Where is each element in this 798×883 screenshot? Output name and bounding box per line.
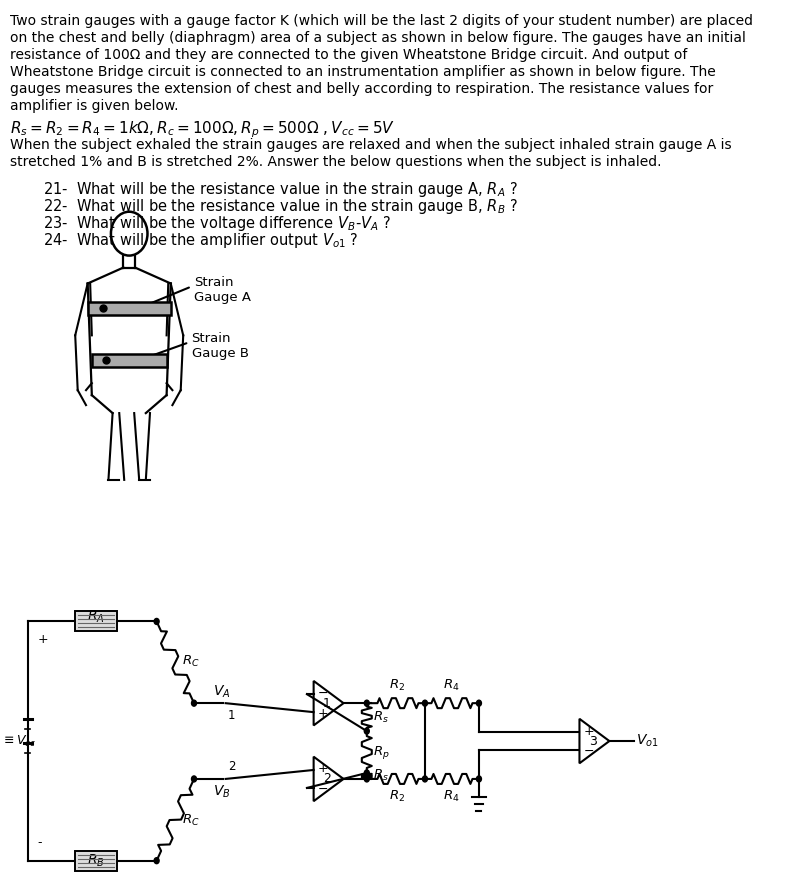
Text: -: - bbox=[38, 835, 42, 849]
Text: −: − bbox=[318, 687, 328, 699]
Text: $R_p$: $R_p$ bbox=[373, 743, 390, 760]
Text: $R_2$: $R_2$ bbox=[389, 789, 405, 804]
Bar bbox=[92, 354, 167, 367]
Text: Wheatstone Bridge circuit is connected to an instrumentation amplifier as shown : Wheatstone Bridge circuit is connected t… bbox=[10, 65, 715, 79]
Text: 1: 1 bbox=[228, 709, 235, 722]
Circle shape bbox=[476, 776, 481, 782]
Text: $R_4$: $R_4$ bbox=[443, 678, 460, 693]
Circle shape bbox=[365, 728, 369, 734]
Text: $R_s$: $R_s$ bbox=[373, 768, 389, 783]
Text: $R_s$: $R_s$ bbox=[373, 710, 389, 725]
Bar bbox=[75, 611, 117, 631]
Circle shape bbox=[365, 776, 369, 782]
Text: 1: 1 bbox=[323, 697, 331, 710]
Text: +: + bbox=[38, 633, 49, 646]
Text: Two strain gauges with a gauge factor K (which will be the last 2 digits of your: Two strain gauges with a gauge factor K … bbox=[10, 14, 753, 28]
Text: 3: 3 bbox=[589, 735, 597, 748]
Text: stretched 1% and B is stretched 2%. Answer the below questions when the subject : stretched 1% and B is stretched 2%. Answ… bbox=[10, 155, 661, 169]
Text: −: − bbox=[318, 782, 328, 796]
Circle shape bbox=[422, 776, 428, 782]
Text: 22-  What will be the resistance value in the strain gauge B, $R_B$ ?: 22- What will be the resistance value in… bbox=[43, 197, 518, 215]
Text: $V_A$: $V_A$ bbox=[213, 683, 231, 700]
Text: $\equiv V_{cc}$: $\equiv V_{cc}$ bbox=[2, 734, 37, 749]
Circle shape bbox=[192, 776, 196, 782]
Text: on the chest and belly (diaphragm) area of a subject as shown in below figure. T: on the chest and belly (diaphragm) area … bbox=[10, 31, 745, 45]
Text: 2: 2 bbox=[323, 773, 331, 786]
Text: $R_A$: $R_A$ bbox=[87, 608, 105, 625]
Circle shape bbox=[365, 770, 369, 776]
Text: $V_B$: $V_B$ bbox=[213, 784, 231, 800]
Circle shape bbox=[365, 700, 369, 706]
Text: −: − bbox=[583, 744, 595, 758]
Circle shape bbox=[154, 618, 159, 624]
Text: 23-  What will be the voltage difference $V_B$-$V_A$ ?: 23- What will be the voltage difference … bbox=[43, 214, 391, 233]
Text: $R_2$: $R_2$ bbox=[389, 678, 405, 693]
Text: $V_{o1}$: $V_{o1}$ bbox=[636, 733, 658, 750]
Circle shape bbox=[192, 700, 196, 706]
Bar bbox=[88, 303, 171, 315]
Text: 21-  What will be the resistance value in the strain gauge A, $R_A$ ?: 21- What will be the resistance value in… bbox=[43, 180, 518, 199]
Text: Strain
Gauge A: Strain Gauge A bbox=[194, 275, 251, 304]
Text: Strain
Gauge B: Strain Gauge B bbox=[192, 332, 248, 360]
Text: $R_C$: $R_C$ bbox=[182, 654, 200, 669]
Text: 24-  What will be the amplifier output $V_{o1}$ ?: 24- What will be the amplifier output $V… bbox=[43, 230, 358, 250]
Circle shape bbox=[422, 700, 428, 706]
Text: 2: 2 bbox=[228, 760, 235, 773]
Text: +: + bbox=[318, 762, 329, 775]
Text: +: + bbox=[583, 725, 595, 737]
Text: When the subject exhaled the strain gauges are relaxed and when the subject inha: When the subject exhaled the strain gaug… bbox=[10, 138, 731, 152]
Text: amplifier is given below.: amplifier is given below. bbox=[10, 99, 178, 113]
Text: resistance of 100Ω and they are connected to the given Wheatstone Bridge circuit: resistance of 100Ω and they are connecte… bbox=[10, 49, 687, 62]
Text: $R_C$: $R_C$ bbox=[182, 812, 200, 827]
Text: +: + bbox=[318, 706, 329, 720]
Text: $R_4$: $R_4$ bbox=[443, 789, 460, 804]
Text: gauges measures the extension of chest and belly according to respiration. The r: gauges measures the extension of chest a… bbox=[10, 82, 713, 96]
Text: $R_s = R_2 = R_4 = 1k\Omega, R_c = 100\Omega, R_p = 500\Omega\ ,V_{cc} = 5V$: $R_s = R_2 = R_4 = 1k\Omega, R_c = 100\O… bbox=[10, 119, 395, 140]
Bar bbox=[75, 850, 117, 871]
Text: $R_B$: $R_B$ bbox=[87, 852, 105, 869]
Circle shape bbox=[476, 700, 481, 706]
Circle shape bbox=[154, 857, 159, 864]
